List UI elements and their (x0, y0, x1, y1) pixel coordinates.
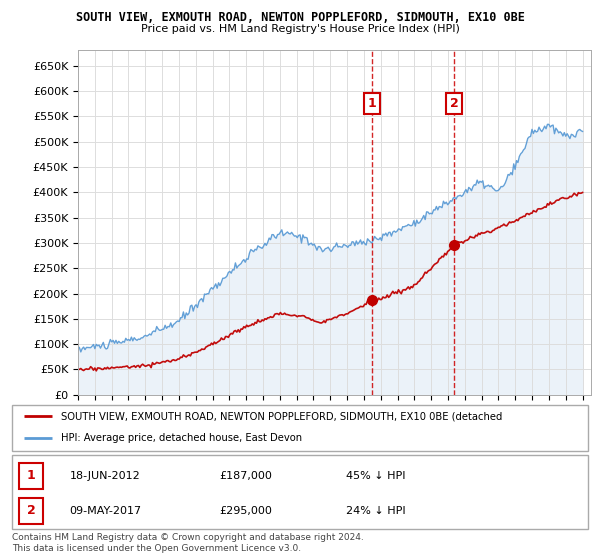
Text: 09-MAY-2017: 09-MAY-2017 (70, 506, 142, 516)
FancyBboxPatch shape (19, 498, 43, 524)
Text: 1: 1 (367, 97, 376, 110)
Text: SOUTH VIEW, EXMOUTH ROAD, NEWTON POPPLEFORD, SIDMOUTH, EX10 0BE (detached: SOUTH VIEW, EXMOUTH ROAD, NEWTON POPPLEF… (61, 412, 502, 421)
FancyBboxPatch shape (19, 463, 43, 489)
Text: Price paid vs. HM Land Registry's House Price Index (HPI): Price paid vs. HM Land Registry's House … (140, 24, 460, 34)
Text: 2: 2 (450, 97, 458, 110)
Text: Contains HM Land Registry data © Crown copyright and database right 2024.
This d: Contains HM Land Registry data © Crown c… (12, 533, 364, 553)
Text: SOUTH VIEW, EXMOUTH ROAD, NEWTON POPPLEFORD, SIDMOUTH, EX10 0BE: SOUTH VIEW, EXMOUTH ROAD, NEWTON POPPLEF… (76, 11, 524, 24)
Text: HPI: Average price, detached house, East Devon: HPI: Average price, detached house, East… (61, 433, 302, 443)
Text: £295,000: £295,000 (220, 506, 272, 516)
Text: 24% ↓ HPI: 24% ↓ HPI (346, 506, 406, 516)
Text: 45% ↓ HPI: 45% ↓ HPI (346, 471, 406, 481)
Text: 1: 1 (26, 469, 35, 483)
Text: 18-JUN-2012: 18-JUN-2012 (70, 471, 140, 481)
Text: £187,000: £187,000 (220, 471, 272, 481)
Text: 2: 2 (26, 504, 35, 517)
